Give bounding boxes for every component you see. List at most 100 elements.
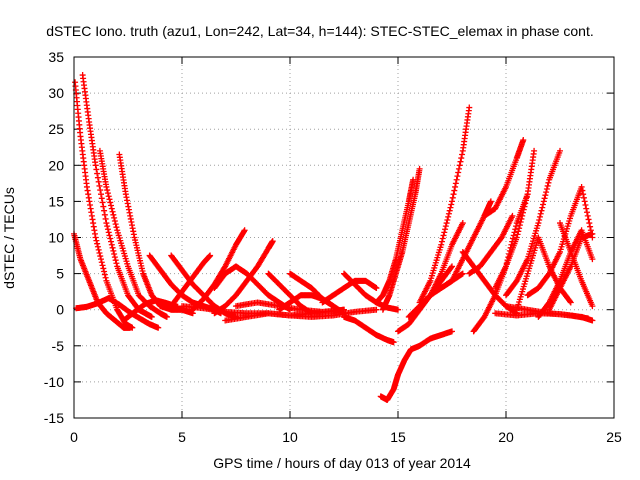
data-point [545,179,552,186]
data-point [459,270,466,277]
data-point [308,310,315,317]
data-point [416,165,423,172]
data-series [168,252,214,310]
data-point [589,230,596,237]
chart-title: dSTEC Iono. truth (azu1, Lon=242, Lat=34… [46,23,593,39]
data-point [94,243,101,250]
data-point [539,204,546,211]
x-tick-label: 5 [178,429,186,445]
data-series [427,220,466,299]
data-point [99,262,106,269]
data-point [106,232,113,239]
data-point [520,206,527,213]
data-series [524,183,596,299]
data-point [94,170,101,177]
data-point [449,328,455,335]
data-point [456,162,463,169]
y-tick-label: -5 [52,338,65,354]
data-point [446,207,453,214]
data-point [113,260,120,267]
data-point [531,147,538,154]
data-point [459,151,466,158]
y-tick-label: 10 [48,230,64,246]
data-point [104,223,111,230]
data-series [513,234,574,313]
data-series [341,313,397,346]
data-point [95,246,102,253]
x-axis-label: GPS time / hours of day 013 of year 2014 [213,455,471,471]
data-point [111,214,118,221]
data-point [542,192,549,199]
data-point [567,299,574,306]
data-series [73,295,162,331]
data-point [94,174,101,181]
data-point [110,247,117,254]
data-point [373,285,380,292]
data-point [102,274,109,281]
data-point [585,315,592,322]
y-tick-label: 15 [48,193,64,209]
data-point [578,183,585,190]
y-tick-label: -15 [44,410,64,426]
data-point [455,169,462,176]
data-series [377,328,455,403]
data-point [440,232,447,239]
data-point [535,220,542,227]
data-point [521,203,528,210]
data-point [163,313,170,320]
data-point [538,207,545,214]
data-point [450,191,457,198]
data-point [442,223,449,230]
data-series [405,270,466,320]
data-point [103,220,110,227]
data-point [97,253,104,260]
data-point [580,194,587,201]
data-point [330,303,337,310]
data-point [585,216,592,223]
data-point [457,158,464,165]
data-point [102,215,109,222]
data-point [509,212,516,219]
data-series [211,238,276,317]
data-series [189,227,248,313]
data-point [109,208,116,215]
data-point [589,303,596,310]
data-series [341,270,401,313]
x-tick-label: 25 [606,429,622,445]
data-point [447,204,454,211]
data-point [455,165,462,172]
data-point [269,238,276,245]
data-point [395,306,401,313]
data-point [101,211,108,218]
data-point [514,231,521,238]
y-tick-label: 20 [48,157,64,173]
y-tick-label: 35 [48,49,64,65]
data-point [511,229,518,236]
data-point [557,147,563,154]
data-point [523,197,530,204]
data-series [503,147,563,299]
data-point [92,234,99,241]
data-point [452,180,459,187]
data-point [108,238,115,245]
data-point [438,238,445,245]
data-point [103,183,110,190]
data-point [442,226,449,233]
data-point [584,212,591,219]
data-point [441,229,448,236]
data-point [541,195,548,202]
data-point [516,222,523,229]
data-point [536,213,543,220]
data-point [584,209,590,216]
data-series [319,277,380,306]
series-layer [71,72,596,403]
data-point [438,241,445,248]
y-tick-label: 0 [56,302,64,318]
data-point [523,194,530,201]
data-point [454,173,461,180]
data-point [519,212,526,219]
data-point [443,220,450,227]
data-point [127,324,134,331]
